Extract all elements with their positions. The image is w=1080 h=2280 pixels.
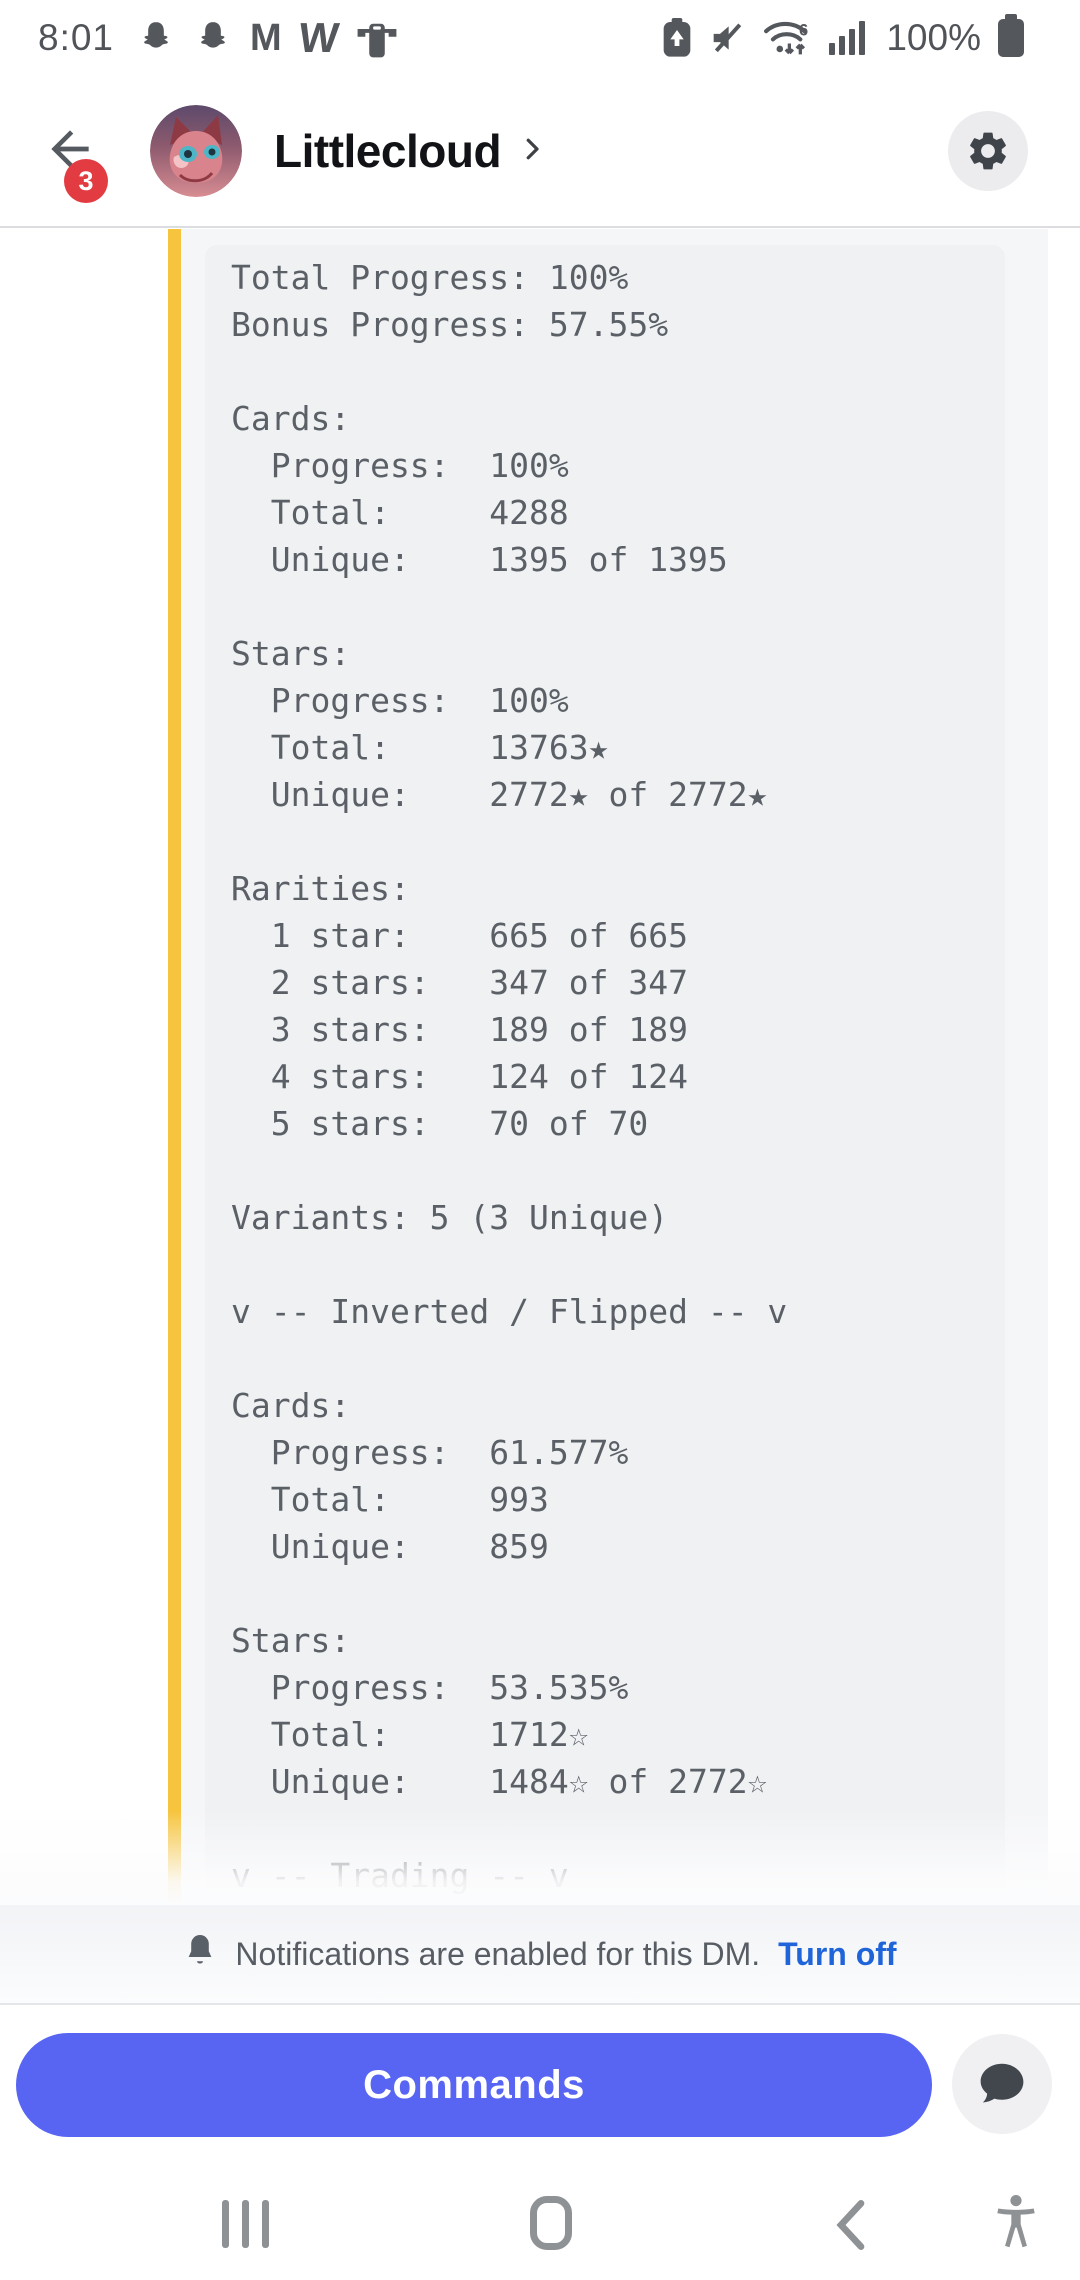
recents-button[interactable] [222,2200,269,2248]
gmail-icon: M [250,17,282,59]
turn-off-link[interactable]: Turn off [778,1935,897,1972]
wattpad-icon: W [296,14,341,61]
accessibility-button[interactable] [988,2192,1044,2259]
bot-embed: Total Progress: 100% Bonus Progress: 57.… [168,229,1048,1905]
cat-avatar-image [150,105,242,197]
battery-saver-icon [662,18,692,58]
signal-strength-icon [829,21,866,55]
dm-title[interactable]: Littlecloud [274,125,502,177]
collection-stats-text: Total Progress: 100% Bonus Progress: 57.… [231,258,788,1895]
chevron-right-icon[interactable] [517,134,547,169]
status-bar: 8:01 M W [0,0,1080,76]
svg-text:6: 6 [799,21,808,39]
stats-code-block: Total Progress: 100% Bonus Progress: 57.… [205,245,1005,1905]
battery-icon [998,14,1024,57]
avatar[interactable] [150,105,242,197]
nav-back-button[interactable] [836,2200,866,2255]
composer-row: Commands [0,2007,1080,2160]
home-button[interactable] [530,2196,572,2250]
bell-icon [183,1933,217,1976]
open-chat-input-button[interactable] [952,2034,1052,2134]
back-button[interactable]: 3 [42,105,108,203]
notification-icons: M W [136,14,399,61]
bottom-fade-overlay [0,1810,1080,1905]
message-list[interactable]: Total Progress: 100% Bonus Progress: 57.… [0,229,1080,1905]
unread-count-badge: 3 [64,159,108,203]
smart-view-icon [355,17,399,59]
arrow-left-icon [51,130,89,168]
mute-icon [707,18,747,58]
snapchat-icon [193,18,233,58]
battery-percent: 100% [886,17,981,58]
android-nav-bar [0,2160,1080,2280]
snapchat-icon [136,18,176,58]
system-icons: 6 100% [662,14,1024,59]
accessibility-person-icon [997,2195,1035,2248]
gear-icon [970,132,1006,170]
chevron-left-icon [836,2200,865,2250]
commands-button[interactable]: Commands [16,2033,932,2137]
commands-button-label: Commands [363,2062,585,2107]
chat-bubble-icon [980,2063,1024,2103]
embed-accent-bar [168,229,181,1905]
wifi6-icon: 6 [762,17,814,59]
clock: 8:01 [38,17,115,58]
dm-header: 3 Littlecloud [0,76,1080,228]
notification-message: Notifications are enabled for this DM. [235,1935,761,1972]
dm-notification-banner: Notifications are enabled for this DM. T… [0,1905,1080,2005]
settings-button[interactable] [948,111,1028,191]
